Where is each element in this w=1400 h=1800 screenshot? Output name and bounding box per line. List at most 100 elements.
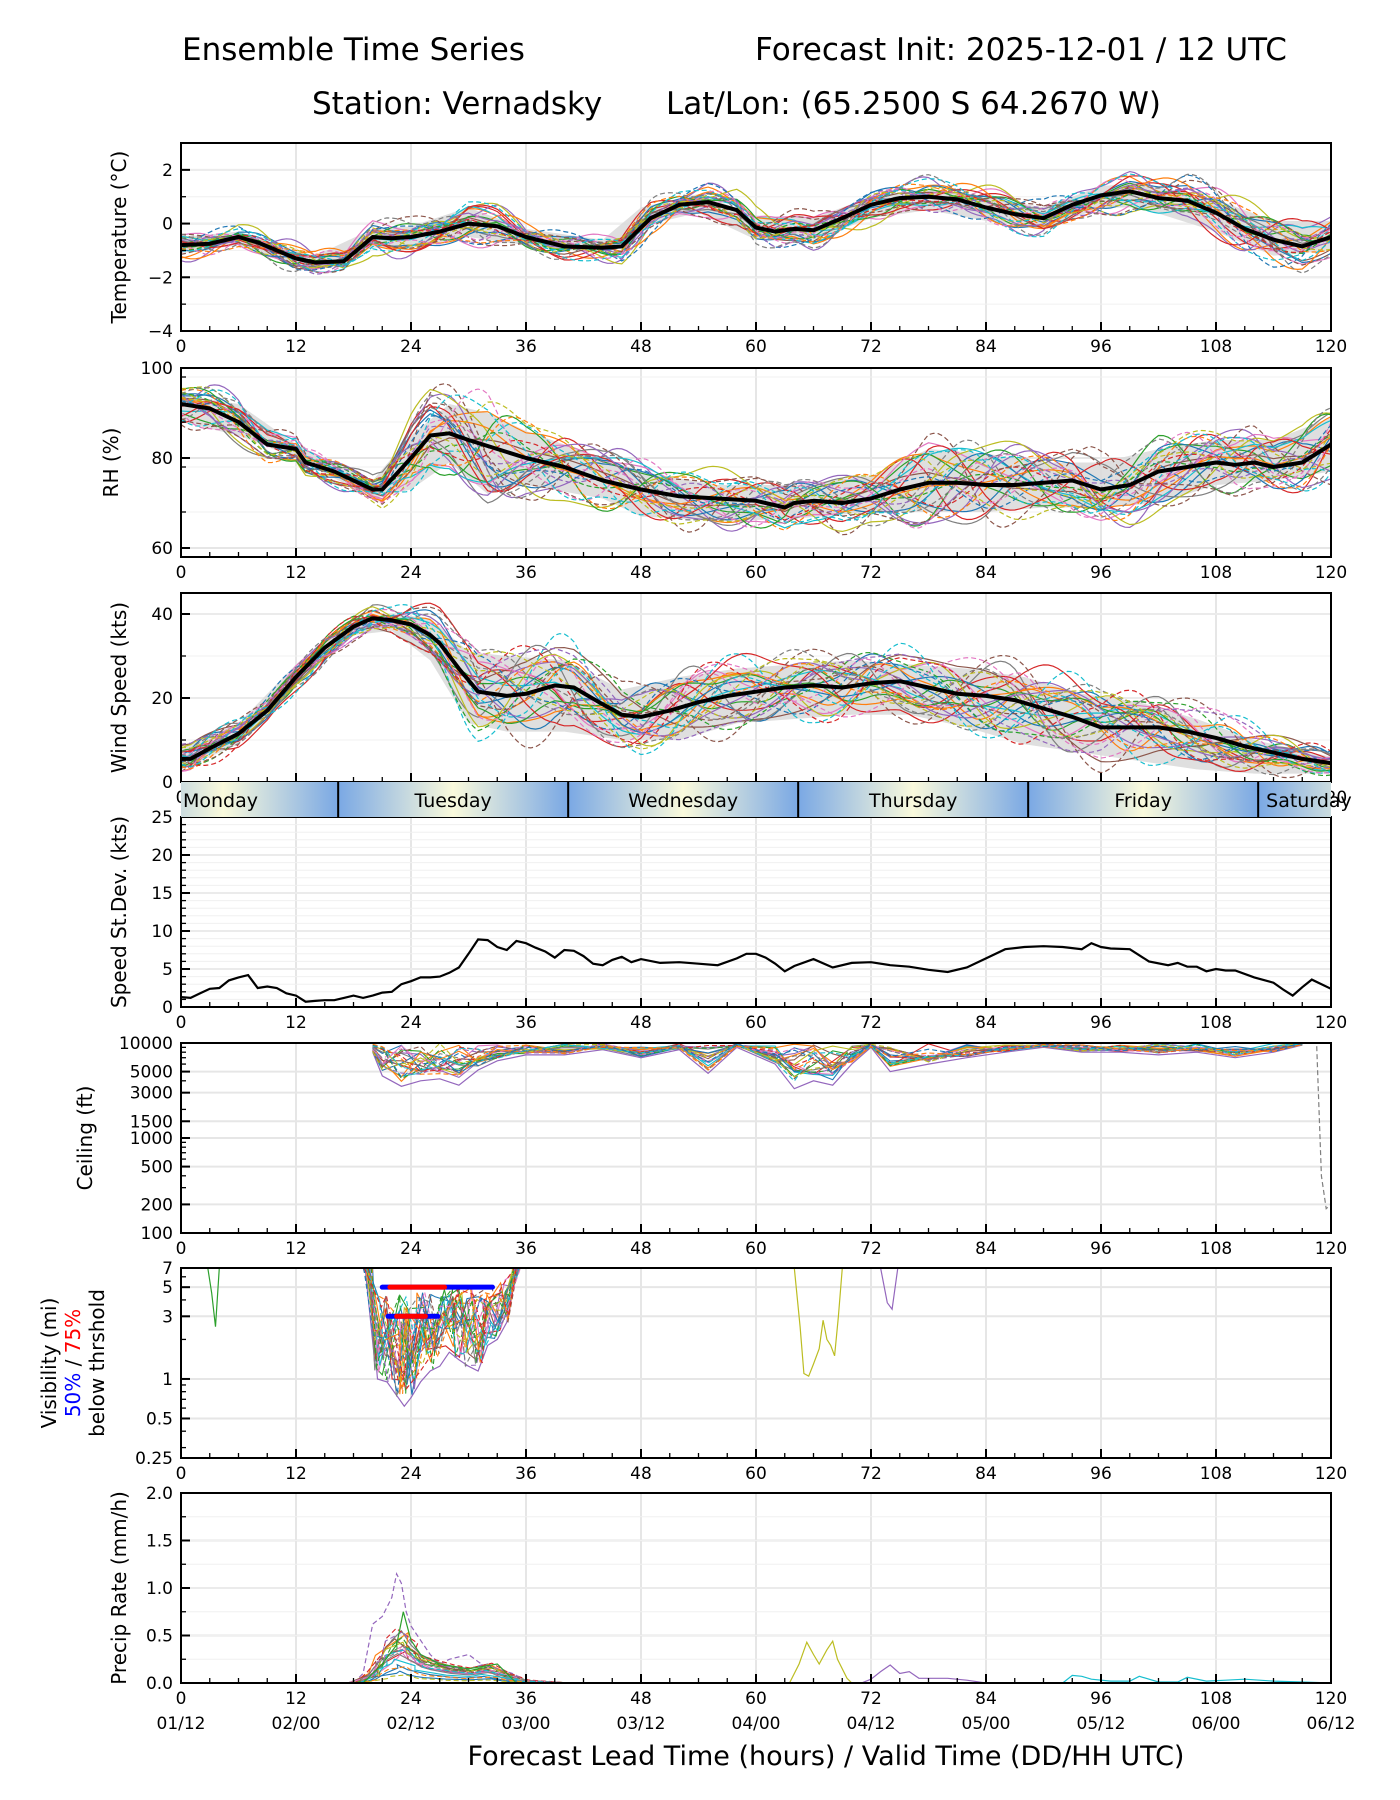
x-tick-label: 24 [400,1464,422,1484]
series-line [367,1268,517,1408]
grid [180,816,1332,1008]
x-tick-label-valid: 06/00 [1192,1714,1241,1734]
x-tick-label: 36 [515,1239,537,1259]
plot-area [181,938,1331,1003]
x-tick-label: 96 [1090,563,1112,583]
x-tick-label: 60 [745,1464,767,1484]
x-tick-label: 84 [975,1689,997,1709]
y-tick-label: 1.5 [146,1532,173,1552]
x-tick-label: 24 [400,563,422,583]
y-axis-label-percentiles: 50% / 75% [61,1309,85,1417]
y-tick-label: 10000 [119,1034,173,1054]
x-tick-label: 36 [515,1464,537,1484]
y-tick-label: 500 [141,1158,173,1178]
y-tick-label: 40 [151,605,173,625]
ensemble-member-line [181,174,1331,271]
y-axis-label: Ceiling (ft) [73,1086,97,1191]
panel-ceiling: 0 12 24 36 48 60 72 84 96 108 120 100 200 500 10001500… [73,1034,1347,1259]
x-tick-label-valid: 04/00 [732,1714,781,1734]
ensemble-member-line [181,383,1331,536]
x-tick-label: 0 [176,1689,187,1709]
y-tick-label: 100 [141,1224,173,1244]
x-tick-label: 72 [860,563,882,583]
plot-area [181,383,1331,536]
y-axis-label-sub: below thrshold [85,1289,109,1437]
ensemble-member-line [181,623,1331,769]
panel-wind_speed: 0122436486072849610812002040Wind Speed (… [107,592,1347,808]
ensemble-member-line [181,386,1331,525]
ensemble-member-line [181,620,1331,770]
y-tick-label: 5 [162,1278,173,1298]
x-tick-label: 24 [400,1013,422,1033]
series-line [793,1268,843,1378]
series-line [207,1268,220,1327]
x-tick-label: 48 [630,1013,652,1033]
x-tick-label: 84 [975,337,997,357]
y-tick-label: 10 [151,922,173,942]
x-tick-label: 36 [515,1689,537,1709]
x-tick-label: 108 [1200,1689,1232,1709]
pct-sep-label: / [61,1353,85,1372]
y-tick-label: 0 [162,773,173,793]
x-tick-label: 96 [1090,1689,1112,1709]
ensemble-member-line [363,1268,519,1394]
x-tick-label: 24 [400,1689,422,1709]
x-tick-label: 108 [1200,563,1232,583]
ensemble-member-line [365,1268,517,1355]
x-tick-label: 0 [176,1464,187,1484]
x-tick-label: 96 [1090,1013,1112,1033]
grid [180,1492,1332,1684]
x-tick-label-valid: 05/00 [962,1714,1011,1734]
x-tick-label: 108 [1200,337,1232,357]
x-axis-label: Forecast Lead Time (hours) / Valid Time … [468,1741,1185,1772]
ensemble-member-line [181,611,1331,773]
ensemble-member-line [181,387,1331,529]
x-tick-label: 48 [630,337,652,357]
ensemble-member-line [181,173,1331,274]
x-tick-label: 0 [176,563,187,583]
x-tick-label: 60 [745,1013,767,1033]
ensemble-member-line [359,1648,566,1683]
series-line [756,1639,853,1683]
ensemble-member-line [181,389,1331,524]
x-tick-label-valid: 05/12 [1077,1714,1126,1734]
ensemble-member-line [181,185,1331,264]
x-tick-label-valid: 01/12 [157,1714,206,1734]
x-tick-label: 36 [515,1013,537,1033]
x-tick-label: 108 [1200,1239,1232,1259]
x-tick-label: 48 [630,1689,652,1709]
y-axis-label: Speed St.Dev. (kts) [107,816,131,1008]
day-label-wednesday: Wednesday [628,790,738,812]
ensemble-member-line [356,1666,568,1683]
ensemble-member-line [370,1268,515,1381]
ensemble-member-line [181,402,1331,524]
x-tick-label: 60 [745,1239,767,1259]
y-tick-label: 3000 [130,1084,173,1104]
x-tick-label: 72 [860,1464,882,1484]
ensemble-member-line [372,1043,1303,1079]
title-left: Ensemble Time Series [182,32,525,68]
ensemble-member-line [181,612,1331,766]
ensemble-member-line [365,1268,514,1384]
panel-precip_rate: 0 01/12 12 02/00 24 02/12 36 03/00 48 03/12 60 04/0… [107,1484,1356,1772]
series-line [372,1044,1303,1090]
x-tick-label-valid: 03/00 [502,1714,551,1734]
ensemble-member-line [181,394,1331,527]
y-tick-label: −4 [148,322,173,342]
series-line [880,1268,899,1311]
ensemble-member-line [181,178,1331,260]
series-line [861,1664,987,1683]
ensemble-member-line [181,608,1331,773]
ensemble-member-line [372,1043,1303,1074]
x-tick-label: 12 [285,1239,307,1259]
day-segment [338,782,569,817]
y-tick-label: 0.25 [135,1449,173,1469]
y-tick-label: 0.0 [146,1674,173,1694]
y-tick-label: 15 [151,884,173,904]
plot-area [181,170,1331,275]
ensemble-member-line [181,402,1331,524]
ensemble-member-line [371,1268,516,1394]
ensemble-mean-line [181,616,1331,766]
x-tick-label: 84 [975,1013,997,1033]
